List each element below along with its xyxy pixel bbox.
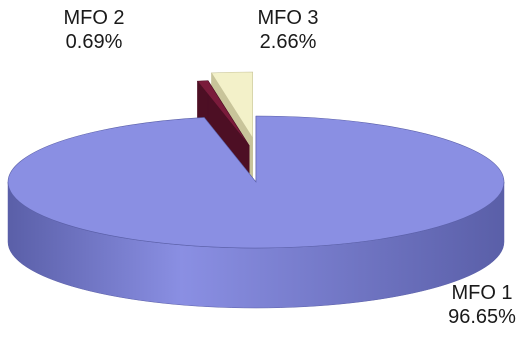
slice-label-mfo2: MFO 2 0.69% (56, 6, 132, 54)
slice-label-mfo3: MFO 3 2.66% (250, 6, 326, 54)
pie-slice-mfo1 (7, 115, 505, 249)
slice-percent: 0.69% (65, 31, 123, 53)
pie-slice-mfo2 (196, 80, 250, 146)
slice-percent: 2.66% (259, 31, 317, 53)
slice-label-mfo1: MFO 1 96.65% (442, 281, 522, 329)
pie-slice-mfo3 (210, 71, 253, 140)
slice-name: MFO 1 (451, 282, 513, 304)
slice-percent: 96.65% (448, 306, 516, 328)
slice-name: MFO 2 (63, 7, 125, 29)
slice-name: MFO 3 (257, 7, 319, 29)
